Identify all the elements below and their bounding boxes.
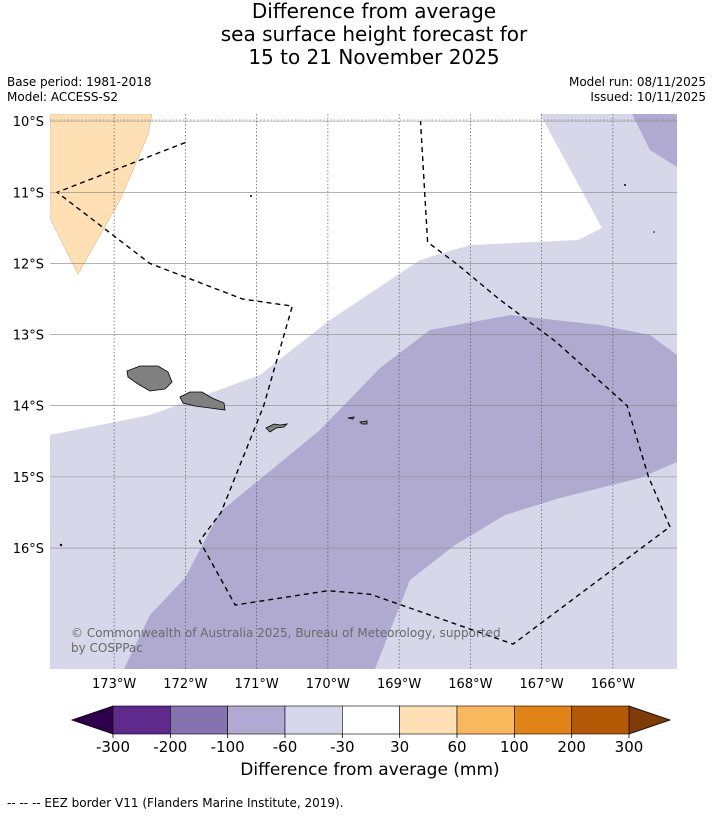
colorbar-tick-label: -200 bbox=[153, 738, 187, 756]
anomaly-region-minus60-100 bbox=[124, 315, 677, 669]
atoll-east-2 bbox=[653, 231, 655, 233]
lon-tick-label: 166°W bbox=[591, 677, 635, 692]
lat-tick-label: 11°S bbox=[13, 186, 44, 201]
lon-tick-labels: 173°W 172°W 171°W 170°W 169°W 168°W 167°W 166°W bbox=[92, 677, 635, 692]
upolu-island bbox=[179, 391, 226, 411]
colorbar-tick-label: 200 bbox=[557, 738, 586, 756]
lon-tick-label: 172°W bbox=[163, 677, 207, 692]
issued-date: Issued: 10/11/2025 bbox=[590, 90, 706, 104]
colorbar-segment bbox=[284, 705, 343, 735]
tutuila-island bbox=[265, 423, 289, 433]
copyright-notice: © Commonwealth of Australia 2025, Bureau… bbox=[71, 626, 501, 655]
lat-tick-labels: 10°S 11°S 12°S 13°S 14°S 15°S 16°S bbox=[13, 115, 44, 557]
base-period: Base period: 1981-2018 bbox=[7, 75, 152, 89]
colorbar-tick-label: -100 bbox=[211, 738, 245, 756]
eez-border bbox=[55, 121, 671, 645]
colorbar-segment bbox=[399, 705, 458, 735]
lat-tick-label: 16°S bbox=[13, 542, 44, 557]
colorbar-tick-label: -300 bbox=[96, 738, 130, 756]
lat-tick-label: 14°S bbox=[13, 400, 44, 415]
atoll-west bbox=[59, 543, 63, 547]
meta-left: Base period: 1981-2018 Model: ACCESS-S2 bbox=[7, 75, 152, 105]
graticule bbox=[50, 114, 677, 669]
lon-tick-label: 173°W bbox=[92, 677, 136, 692]
map-panel bbox=[50, 114, 677, 669]
tau-island bbox=[359, 420, 368, 425]
colorbar-tick-label: 100 bbox=[500, 738, 529, 756]
land bbox=[59, 184, 655, 547]
atoll-east-1 bbox=[624, 184, 626, 186]
ofu-island bbox=[347, 416, 355, 420]
colorbar: -300 -200 -100 -60 -30 30 60 100 200 300 bbox=[70, 705, 672, 756]
colorbar-tick-label: -60 bbox=[273, 738, 298, 756]
colorbar-segment bbox=[571, 705, 630, 735]
colorbar-segment bbox=[456, 705, 515, 735]
lon-tick-label: 167°W bbox=[520, 677, 564, 692]
swains-island bbox=[250, 195, 252, 197]
colorbar-tick-label: 30 bbox=[390, 738, 409, 756]
lon-tick-label: 171°W bbox=[235, 677, 279, 692]
lon-tick-label: 168°W bbox=[448, 677, 492, 692]
anomaly-region-minus60-100-corner bbox=[632, 114, 677, 167]
lon-tick-label: 170°W bbox=[306, 677, 350, 692]
lon-tick-label: 169°W bbox=[377, 677, 421, 692]
colorbar-segment bbox=[514, 705, 572, 735]
model-run: Model run: 08/11/2025 bbox=[568, 75, 706, 89]
lat-tick-label: 15°S bbox=[13, 471, 44, 486]
lat-tick-label: 10°S bbox=[13, 115, 44, 130]
model-name: Model: ACCESS-S2 bbox=[7, 90, 119, 104]
colorbar-over-arrow bbox=[628, 705, 672, 735]
colorbar-tick-label: 300 bbox=[615, 738, 644, 756]
colorbar-segment bbox=[170, 705, 228, 735]
title-line-1: Difference from average bbox=[251, 0, 497, 23]
colorbar-segment bbox=[112, 705, 171, 735]
anomaly-region-plus30-60 bbox=[50, 114, 153, 275]
savaii-island bbox=[126, 365, 173, 392]
meta-right: Model run: 08/11/2025 Issued: 10/11/2025 bbox=[569, 75, 706, 105]
colorbar-tick-label: -30 bbox=[330, 738, 355, 756]
title-line-2: sea surface height forecast for bbox=[220, 22, 528, 46]
colorbar-segment bbox=[227, 705, 286, 735]
lat-tick-label: 13°S bbox=[13, 329, 44, 344]
colorbar-under-arrow bbox=[70, 705, 114, 735]
colorbar-label: Difference from average (mm) bbox=[240, 760, 500, 780]
title-line-3: 15 to 21 November 2025 bbox=[248, 45, 500, 69]
map-title: Difference from average sea surface heig… bbox=[0, 0, 713, 69]
lat-tick-label: 12°S bbox=[13, 257, 44, 272]
colorbar-segment bbox=[342, 705, 400, 735]
footnote-eez: -- -- -- EEZ border V11 (Flanders Marine… bbox=[7, 796, 344, 810]
colorbar-tick-label: 60 bbox=[447, 738, 466, 756]
